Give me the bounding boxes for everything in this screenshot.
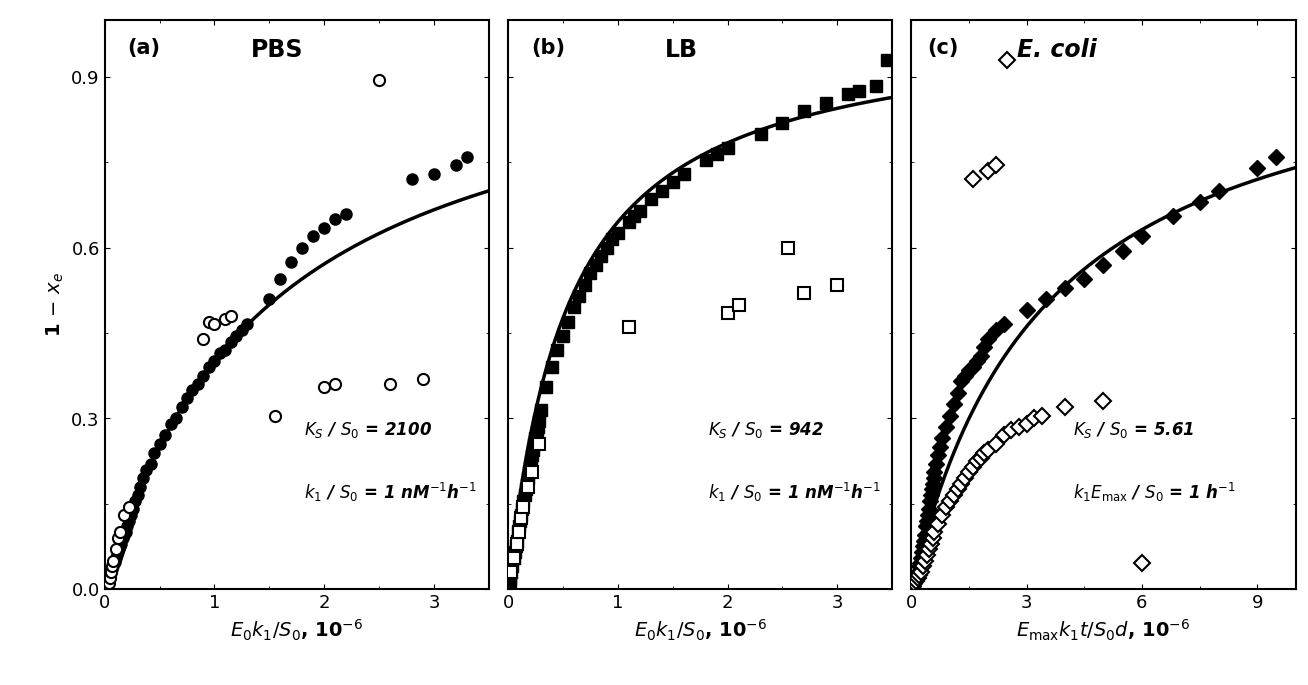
Text: (a): (a) [128,38,161,58]
Text: (c): (c) [926,38,957,58]
X-axis label: $E_0k_1 / S_0$, 10$^{-6}$: $E_0k_1 / S_0$, 10$^{-6}$ [230,617,364,643]
X-axis label: $E_0k_1 / S_0$, 10$^{-6}$: $E_0k_1 / S_0$, 10$^{-6}$ [633,617,766,643]
Text: E. coli: E. coli [1016,38,1097,62]
Text: $k_1$ / $S_0$ = 1 nM$^{-1}$h$^{-1}$: $k_1$ / $S_0$ = 1 nM$^{-1}$h$^{-1}$ [305,481,477,504]
Text: PBS: PBS [251,38,303,62]
Text: $K_S$ / $S_0$ = 942: $K_S$ / $S_0$ = 942 [708,420,824,440]
Y-axis label: 1 $-$ $x_e$: 1 $-$ $x_e$ [44,273,65,337]
Text: LB: LB [664,38,697,62]
Text: $k_1E_{\mathrm{max}}$ / $S_0$ = 1 h$^{-1}$: $k_1E_{\mathrm{max}}$ / $S_0$ = 1 h$^{-1… [1073,481,1235,504]
X-axis label: $E_{\mathrm{max}}k_1t / S_0d$, 10$^{-6}$: $E_{\mathrm{max}}k_1t / S_0d$, 10$^{-6}$ [1016,617,1190,643]
Text: $k_1$ / $S_0$ = 1 nM$^{-1}$h$^{-1}$: $k_1$ / $S_0$ = 1 nM$^{-1}$h$^{-1}$ [708,481,880,504]
Text: $K_S$ / $S_0$ = 2100: $K_S$ / $S_0$ = 2100 [305,420,433,440]
Text: (b): (b) [531,38,565,58]
Text: $K_S$ / $S_0$ = 5.61: $K_S$ / $S_0$ = 5.61 [1073,420,1194,440]
